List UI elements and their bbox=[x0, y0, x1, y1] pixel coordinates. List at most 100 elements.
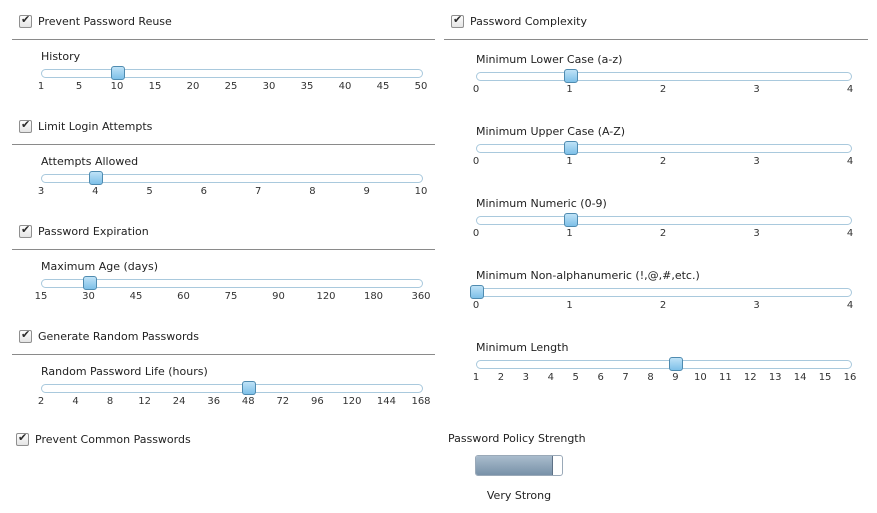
tick-label: 75 bbox=[224, 291, 238, 302]
tick-label: 4 bbox=[846, 228, 854, 239]
generate-random-passwords-section[interactable]: Generate Random Passwords bbox=[19, 327, 199, 345]
min-numeric-slider-thumb[interactable] bbox=[563, 213, 578, 227]
tick-label: 90 bbox=[272, 291, 285, 302]
prevent-password-reuse-label: Prevent Password Reuse bbox=[38, 14, 172, 28]
tick-label: 10 bbox=[110, 81, 124, 92]
tick-label: 120 bbox=[342, 396, 362, 407]
generate-random-passwords-slider-label: Random Password Life (hours) bbox=[41, 365, 208, 378]
tick-label: 4 bbox=[846, 84, 854, 95]
generate-random-passwords-checkbox[interactable] bbox=[19, 328, 32, 343]
limit-login-attempts-section[interactable]: Limit Login Attempts bbox=[19, 117, 152, 135]
tick-label: 1 bbox=[566, 300, 573, 311]
tick-label: 30 bbox=[262, 81, 276, 92]
prevent-common-passwords-checkbox[interactable] bbox=[16, 431, 29, 446]
tick-label: 4 bbox=[846, 300, 854, 311]
password-complexity-divider bbox=[444, 39, 868, 40]
tick-label: 1 bbox=[37, 81, 45, 92]
tick-label: 60 bbox=[177, 291, 190, 302]
min-lower-case-slider-track[interactable] bbox=[476, 69, 852, 83]
tick-label: 4 bbox=[92, 186, 99, 197]
strength-value: Very Strong bbox=[486, 489, 552, 502]
tick-label: 1 bbox=[566, 228, 573, 239]
tick-label: 15 bbox=[818, 372, 832, 383]
limit-login-attempts-checkbox[interactable] bbox=[19, 118, 32, 133]
tick-label: 12 bbox=[138, 396, 151, 407]
tick-label: 180 bbox=[363, 291, 384, 302]
min-numeric-slider-track[interactable] bbox=[476, 213, 852, 227]
tick-label: 2 bbox=[659, 84, 667, 95]
tick-label: 9 bbox=[363, 186, 370, 197]
password-expiration-checkbox[interactable] bbox=[19, 223, 32, 238]
min-length-slider-track[interactable] bbox=[476, 357, 852, 371]
tick-label: 4 bbox=[846, 156, 854, 167]
tick-label: 12 bbox=[743, 372, 757, 383]
min-length-slider-ticks: 1 2 3 4 5 6 7 8 9 10 11 12 13 14 15 16 bbox=[472, 372, 857, 384]
password-complexity-checkbox[interactable] bbox=[451, 13, 464, 28]
min-non-alphanumeric-slider-thumb[interactable] bbox=[470, 285, 484, 299]
min-upper-case-slider-track[interactable] bbox=[476, 141, 852, 155]
min-length-slider-label: Minimum Length bbox=[476, 341, 569, 354]
prevent-password-reuse-checkbox[interactable] bbox=[19, 13, 32, 28]
tick-label: 36 bbox=[207, 396, 221, 407]
tick-label: 1 bbox=[472, 372, 480, 383]
password-expiration-slider-thumb[interactable] bbox=[82, 276, 97, 290]
limit-login-attempts-label: Limit Login Attempts bbox=[38, 119, 153, 133]
tick-label: 15 bbox=[34, 291, 48, 302]
prevent-password-reuse-section[interactable]: Prevent Password Reuse bbox=[19, 12, 172, 30]
limit-login-attempts-slider-thumb[interactable] bbox=[89, 171, 104, 185]
tick-label: 1 bbox=[566, 84, 573, 95]
tick-label: 2 bbox=[659, 156, 667, 167]
prevent-password-reuse-divider bbox=[12, 39, 435, 40]
password-expiration-slider-track[interactable] bbox=[41, 276, 423, 290]
tick-label: 24 bbox=[172, 396, 186, 407]
tick-label: 3 bbox=[522, 372, 530, 383]
generate-random-passwords-slider-thumb[interactable] bbox=[242, 381, 257, 395]
limit-login-attempts-slider-track[interactable] bbox=[41, 171, 423, 185]
generate-random-passwords-slider-track[interactable] bbox=[41, 381, 423, 395]
password-complexity-section[interactable]: Password Complexity bbox=[451, 12, 587, 30]
tick-label: 5 bbox=[146, 186, 153, 197]
tick-label: 15 bbox=[148, 81, 162, 92]
prevent-password-reuse-slider-ticks: 1 5 10 15 20 25 30 35 40 45 50 bbox=[37, 81, 428, 93]
tick-label: 3 bbox=[753, 300, 760, 311]
tick-label: 30 bbox=[82, 291, 95, 302]
min-length-slider-thumb[interactable] bbox=[669, 357, 684, 371]
tick-label: 14 bbox=[793, 372, 807, 383]
tick-label: 2 bbox=[497, 372, 505, 383]
prevent-common-passwords-section[interactable]: Prevent Common Passwords bbox=[16, 430, 191, 448]
tick-label: 40 bbox=[338, 81, 352, 92]
min-numeric-slider-label: Minimum Numeric (0-9) bbox=[476, 197, 607, 210]
tick-label: 5 bbox=[572, 372, 579, 383]
tick-label: 72 bbox=[276, 396, 290, 407]
min-numeric-slider-ticks: 0 1 2 3 4 bbox=[473, 228, 854, 240]
tick-label: 7 bbox=[622, 372, 629, 383]
generate-random-passwords-divider bbox=[12, 354, 435, 355]
limit-login-attempts-slider-label: Attempts Allowed bbox=[41, 155, 139, 168]
tick-label: 120 bbox=[316, 291, 336, 302]
tick-label: 45 bbox=[129, 291, 143, 302]
tick-label: 2 bbox=[659, 300, 667, 311]
limit-login-attempts-divider bbox=[12, 144, 435, 145]
min-upper-case-slider-thumb[interactable] bbox=[563, 141, 578, 155]
password-complexity-label: Password Complexity bbox=[470, 14, 588, 28]
tick-label: 8 bbox=[106, 396, 114, 407]
min-non-alphanumeric-slider-track[interactable] bbox=[470, 285, 852, 299]
password-expiration-section[interactable]: Password Expiration bbox=[19, 222, 149, 240]
tick-label: 4 bbox=[72, 396, 79, 407]
tick-label: 16 bbox=[843, 372, 857, 383]
password-expiration-slider-label: Maximum Age (days) bbox=[41, 260, 159, 273]
tick-label: 13 bbox=[768, 372, 782, 383]
tick-label: 7 bbox=[254, 186, 262, 197]
tick-label: 144 bbox=[376, 396, 396, 407]
tick-label: 3 bbox=[753, 156, 760, 167]
generate-random-passwords-slider-ticks: 2 4 8 12 24 36 48 72 96 120 144 168 bbox=[38, 396, 431, 408]
strength-title: Password Policy Strength bbox=[448, 432, 586, 445]
min-lower-case-slider-thumb[interactable] bbox=[563, 69, 578, 83]
tick-label: 96 bbox=[310, 396, 324, 407]
tick-label: 6 bbox=[597, 372, 604, 383]
prevent-password-reuse-slider-track[interactable] bbox=[41, 66, 423, 80]
tick-label: 360 bbox=[411, 291, 431, 302]
prevent-password-reuse-slider-thumb[interactable] bbox=[111, 66, 125, 80]
tick-label: 0 bbox=[472, 84, 480, 95]
generate-random-passwords-label: Generate Random Passwords bbox=[38, 329, 200, 343]
